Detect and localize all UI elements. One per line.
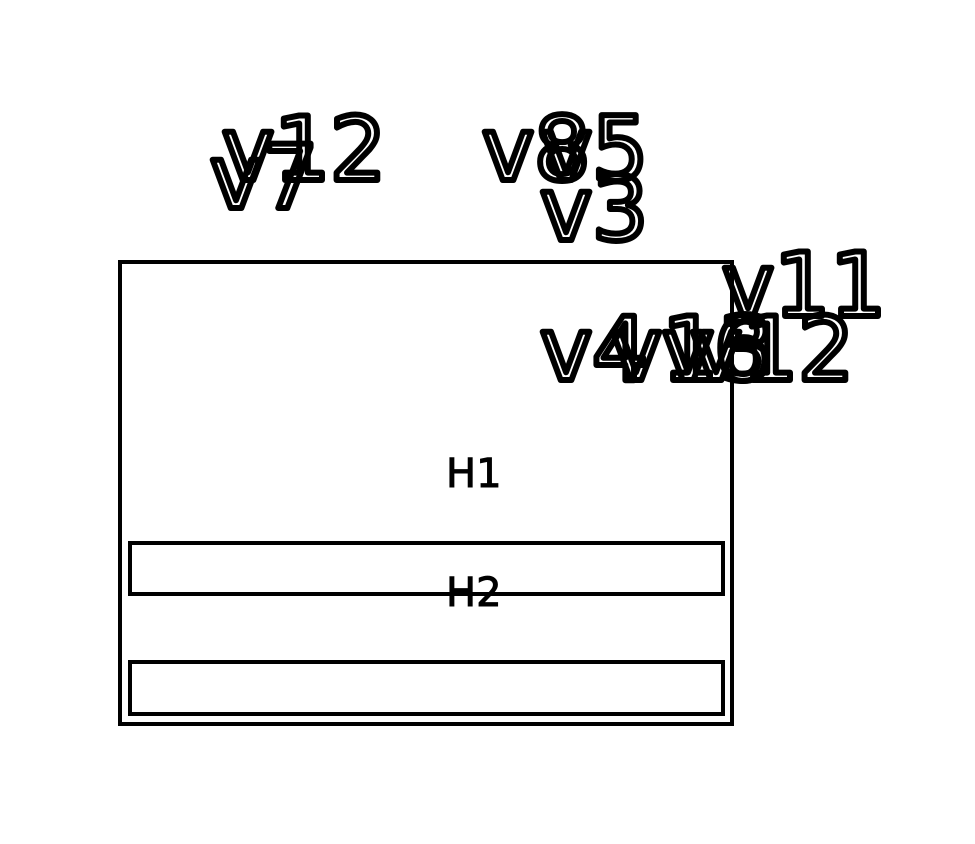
vertex-label-v13: v13	[610, 298, 774, 401]
vertex-label-v12-right: v12	[690, 298, 854, 401]
vertex-label-v12-top: v12	[222, 98, 386, 201]
vertex-label-v3: v3	[540, 158, 648, 261]
outer-frame	[118, 260, 734, 726]
bar-h1	[128, 541, 725, 596]
vertex-label-v11: v11	[722, 234, 886, 337]
vertex-label-v4: v4	[540, 298, 648, 401]
vertex-label-v8: v8	[482, 98, 590, 201]
vertex-label-v6: v6	[662, 298, 770, 401]
vertex-label-v5: v5	[540, 98, 648, 201]
bar-label-h2: H2	[446, 570, 502, 616]
bar-h2	[128, 660, 725, 716]
vertex-label-v7: v7	[210, 126, 318, 229]
bar-label-h1: H1	[446, 451, 502, 497]
